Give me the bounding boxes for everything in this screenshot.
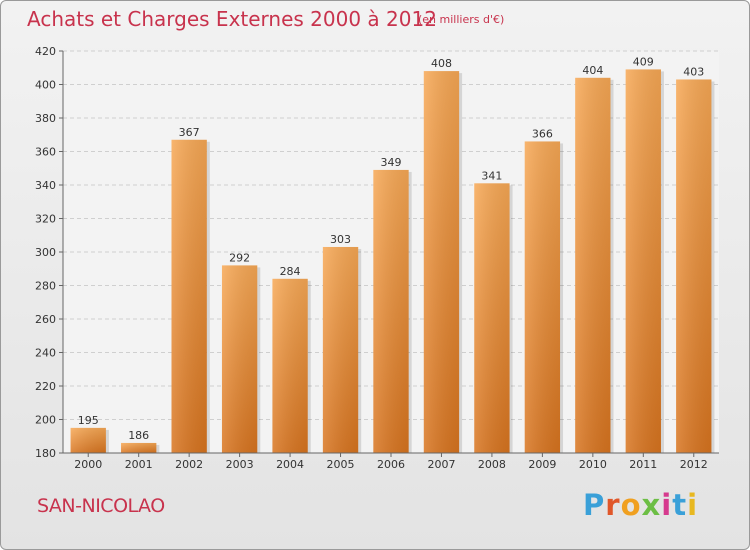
bar-highlight — [625, 69, 661, 454]
bar-highlight — [221, 265, 258, 453]
x-tick-label: 2002 — [175, 458, 203, 471]
bar-highlight — [272, 278, 308, 453]
data-label: 303 — [330, 233, 351, 246]
bar-group: 186 — [121, 429, 160, 453]
data-label: 195 — [78, 414, 99, 427]
data-label: 186 — [128, 429, 149, 442]
data-label: 408 — [431, 57, 452, 70]
bar-highlight — [171, 139, 207, 453]
bar-highlight — [373, 169, 409, 454]
x-tick-label: 2012 — [680, 458, 708, 471]
bar-highlight — [70, 427, 106, 453]
bar-highlight — [474, 183, 510, 453]
bars-layer: 195 186 367 292 284 303 349 408 341 366 404 409 403 — [70, 55, 715, 454]
y-tick-label: 220 — [35, 380, 56, 393]
x-tick-label: 2004 — [276, 458, 304, 471]
x-tick-label: 2010 — [579, 458, 607, 471]
bar-group: 367 — [171, 126, 210, 453]
y-tick-label: 280 — [35, 280, 56, 293]
axis-layer: 180 200 220 240 260 280 300 320 340 360 380 400 420 2… — [35, 45, 719, 471]
y-tick-label: 260 — [35, 313, 56, 326]
data-label: 409 — [633, 55, 654, 68]
x-tick-label: 2006 — [377, 458, 405, 471]
x-tick-label: 2005 — [327, 458, 355, 471]
x-tick-label: 2009 — [528, 458, 556, 471]
data-label: 349 — [381, 156, 402, 169]
bar-highlight — [322, 246, 359, 453]
x-tick-label: 2000 — [74, 458, 102, 471]
bar-group: 284 — [272, 265, 311, 453]
y-tick-label: 300 — [35, 246, 56, 259]
commune-name: SAN-NICOLAO — [37, 495, 165, 517]
data-label: 292 — [229, 251, 250, 264]
x-tick-label: 2007 — [427, 458, 455, 471]
bar-group: 292 — [221, 251, 261, 453]
proxiti-logo: Proxiti — [583, 488, 699, 522]
bar-group: 303 — [322, 233, 362, 453]
y-tick-label: 380 — [35, 112, 56, 125]
bar-highlight — [676, 79, 712, 453]
bar-group: 403 — [676, 65, 715, 453]
y-tick-label: 320 — [35, 213, 56, 226]
chart-subtitle: (en milliers d'€) — [418, 13, 505, 26]
x-tick-label: 2008 — [478, 458, 506, 471]
y-tick-label: 240 — [35, 347, 56, 360]
x-tick-label: 2001 — [125, 458, 153, 471]
data-label: 366 — [532, 127, 553, 140]
data-label: 367 — [179, 126, 200, 139]
x-tick-label: 2011 — [629, 458, 657, 471]
data-label: 341 — [481, 169, 502, 182]
data-label: 284 — [280, 265, 301, 278]
bar-group: 408 — [423, 57, 463, 453]
bar-highlight — [524, 141, 561, 453]
y-tick-label: 420 — [35, 45, 56, 58]
bar-highlight — [423, 71, 460, 453]
y-tick-label: 340 — [35, 179, 56, 192]
y-tick-label: 360 — [35, 146, 56, 159]
x-tick-label: 2003 — [226, 458, 254, 471]
bar-group: 404 — [575, 64, 614, 454]
bar-highlight — [575, 77, 611, 454]
data-label: 404 — [582, 64, 603, 77]
y-tick-label: 400 — [35, 79, 56, 92]
bar-highlight — [121, 442, 157, 453]
y-tick-label: 180 — [35, 447, 56, 460]
bar-group: 409 — [625, 55, 664, 454]
chart-title: Achats et Charges Externes 2000 à 2012 — [27, 7, 437, 31]
data-label: 403 — [683, 65, 704, 78]
bar-group: 195 — [70, 414, 109, 453]
bar-group: 341 — [474, 169, 513, 453]
bar-group: 349 — [373, 156, 412, 454]
bar-group: 366 — [524, 127, 564, 453]
y-tick-label: 200 — [35, 414, 56, 427]
